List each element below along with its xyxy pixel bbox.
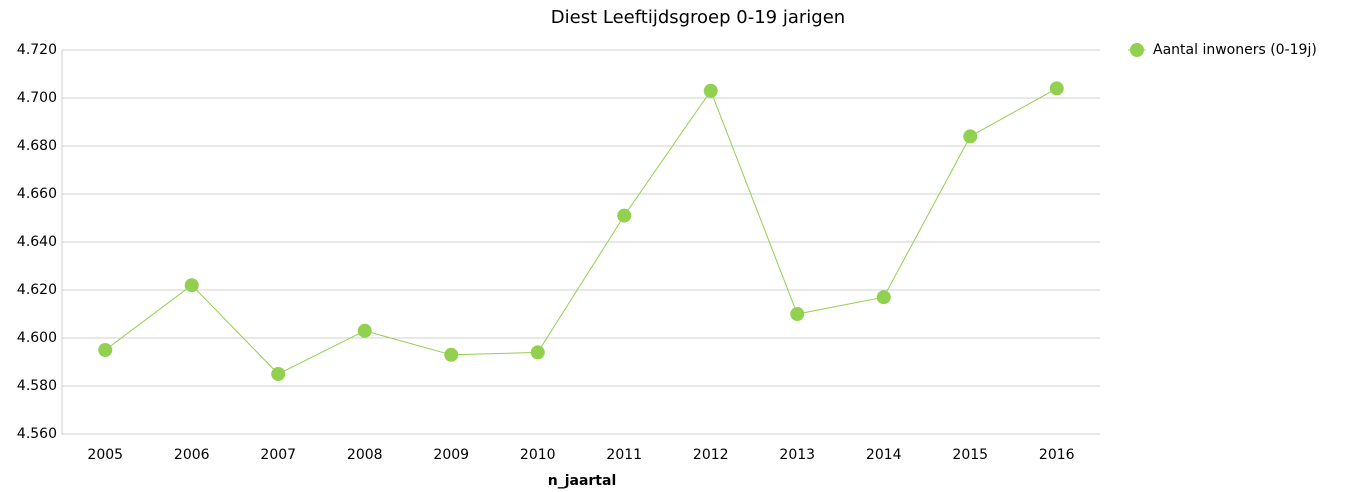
data-point (617, 208, 632, 223)
data-point (271, 367, 286, 381)
x-tick-label: 2008 (347, 447, 383, 463)
x-tick-label: 2013 (779, 447, 815, 463)
data-point (1049, 81, 1064, 96)
y-tick-label: 4.620 (17, 282, 57, 298)
data-point (963, 129, 978, 144)
y-tick-label: 4.580 (17, 378, 57, 394)
x-tick-label: 2012 (693, 447, 729, 463)
x-tick-label: 2009 (433, 447, 469, 463)
x-tick-label: 2010 (520, 447, 556, 463)
chart-title: Diest Leeftijdsgroep 0-19 jarigen (551, 7, 845, 28)
data-point (790, 307, 805, 321)
x-tick-label: 2006 (174, 447, 210, 463)
data-point (876, 290, 891, 305)
y-tick-label: 4.700 (17, 90, 57, 106)
x-tick-label: 2016 (1039, 447, 1075, 463)
data-point (184, 278, 199, 293)
x-tick-label: 2007 (260, 447, 296, 463)
legend-marker (1130, 43, 1144, 57)
data-point (444, 347, 459, 362)
data-point (703, 83, 718, 98)
y-tick-label: 4.600 (17, 330, 57, 346)
y-tick-label: 4.680 (17, 138, 57, 154)
data-point (98, 343, 113, 357)
y-tick-label: 4.560 (17, 426, 57, 442)
y-tick-label: 4.720 (17, 42, 57, 58)
series-line (104, 87, 1057, 375)
y-tick-label: 4.660 (17, 186, 57, 202)
x-tick-label: 2014 (866, 447, 902, 463)
data-point (530, 345, 545, 360)
y-tick-label: 4.640 (17, 234, 57, 250)
x-tick-label: 2015 (952, 447, 988, 463)
x-axis-label: n_jaartal (548, 473, 617, 489)
x-tick-label: 2005 (87, 447, 123, 463)
data-point (357, 323, 372, 338)
x-tick-label: 2011 (606, 447, 642, 463)
legend-label: Aantal inwoners (0-19j) (1153, 42, 1317, 58)
